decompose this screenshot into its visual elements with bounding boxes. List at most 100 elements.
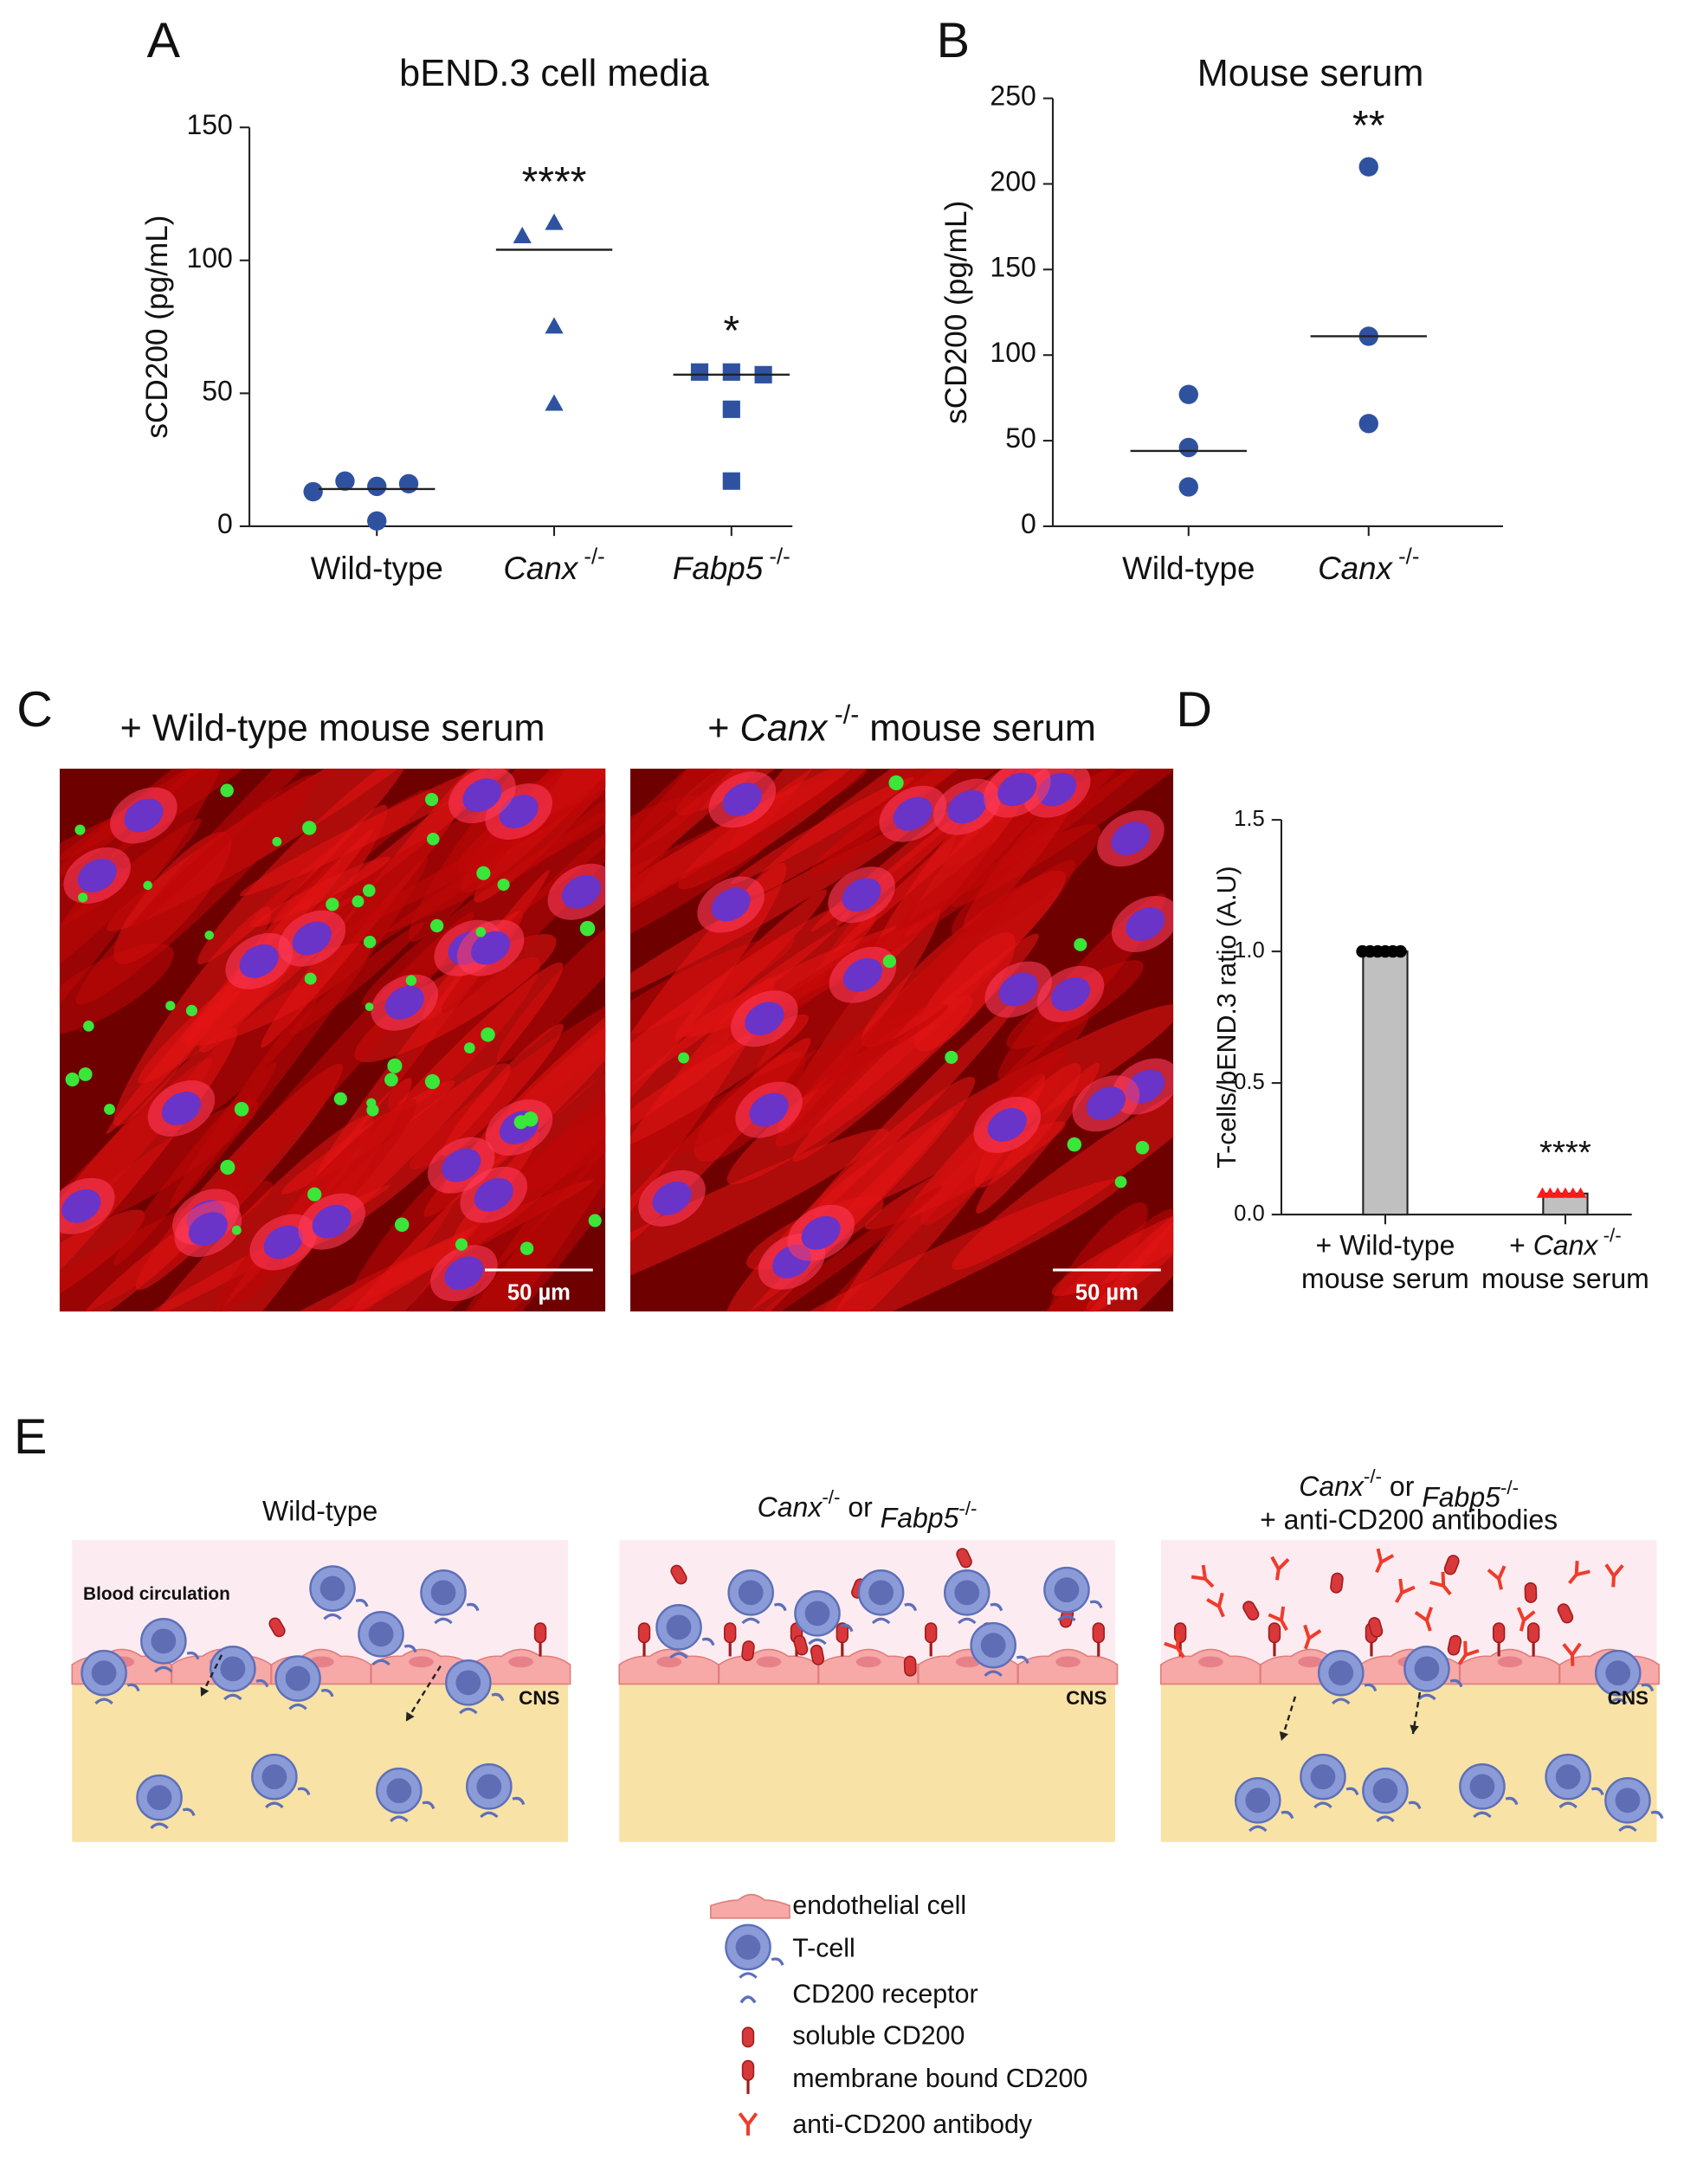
cell-fiber [952, 824, 1101, 938]
y-tick-label: 0.0 [1234, 1202, 1265, 1226]
nucleus [384, 985, 424, 1020]
arrow-head [405, 1711, 415, 1722]
anti-cd200-antibody [1303, 1624, 1322, 1650]
t-cell [1604, 1777, 1664, 1833]
tcell-dot [387, 1058, 403, 1073]
tcell-dot [272, 836, 282, 847]
cd200-receptor [94, 1683, 140, 1705]
membrane-cd200 [924, 1622, 938, 1657]
soluble-cd200 [1268, 1622, 1281, 1644]
data-point [513, 226, 532, 243]
nucleus [1086, 1086, 1126, 1121]
cd200-receptor [371, 1644, 417, 1666]
t-cell [210, 1646, 269, 1701]
y-axis-label: sCD200 (pg/mL) [140, 215, 174, 438]
significance: **** [1539, 1134, 1591, 1171]
chart-title: bEND.3 cell media [399, 53, 710, 94]
y-tick-label: 1.0 [1234, 938, 1265, 963]
y-tick-label: 250 [990, 81, 1036, 112]
nucleus [749, 1092, 789, 1127]
tcell-dot [78, 1067, 93, 1081]
cell-fiber [788, 886, 1017, 1136]
tcell-dot [363, 936, 377, 949]
nucleus [462, 778, 502, 813]
t-cell [1403, 1646, 1463, 1701]
micrograph [59, 768, 606, 1312]
data-point [545, 317, 564, 334]
t-cell-nucleus [319, 1575, 345, 1601]
cd200-receptor [150, 1807, 196, 1830]
endothelial-nucleus [1055, 1656, 1081, 1668]
cell-fiber [738, 1185, 943, 1312]
nucleus [947, 789, 987, 824]
t-cell [420, 1569, 480, 1625]
soluble-cd200 [1524, 1582, 1538, 1603]
t-cell-nucleus [285, 1665, 311, 1691]
nucleus [745, 1002, 784, 1036]
cell-fiber [630, 768, 778, 995]
anti-cd200-antibody [1190, 1564, 1215, 1588]
cell-fiber [824, 768, 1045, 864]
t-cell [857, 1569, 918, 1625]
t-cell [140, 1618, 200, 1673]
scale-bar-label: 50 µm [1075, 1280, 1139, 1305]
cell-fiber [630, 902, 855, 1124]
cd200-receptor [1057, 1600, 1103, 1622]
chart: Mouse serum sCD200 (pg/mL) 0 50 100 150 200 250… [939, 53, 1503, 586]
soluble-cd200 [741, 2059, 755, 2081]
scale-bar-label: 50 µm [507, 1280, 571, 1305]
tcell-dot [678, 1052, 690, 1064]
anti-cd200-antibody [1567, 1560, 1591, 1585]
micrograph-caption: + Wild-type mouse serum [120, 708, 545, 750]
anti-cd200-antibody [1270, 1556, 1290, 1581]
t-cell-nucleus [261, 1764, 287, 1790]
endothelial-nucleus [1197, 1656, 1223, 1668]
data-point [335, 471, 355, 491]
tcell-dot [185, 1004, 197, 1016]
cell-fiber [630, 768, 856, 963]
t-cell-nucleus [476, 1774, 502, 1800]
endothelial-nucleus [1497, 1656, 1523, 1668]
cd200-receptor [223, 1678, 269, 1701]
membrane-cd200 [724, 1622, 737, 1657]
tcell-dot [204, 931, 214, 940]
cd200-receptor [1249, 1810, 1294, 1833]
y-tick-label: 50 [1005, 423, 1036, 454]
data-point [545, 213, 564, 230]
y-tick-label: 0 [217, 508, 233, 539]
t-cell-nucleus [1245, 1788, 1271, 1814]
membrane-cd200 [1526, 1622, 1540, 1657]
bar [1362, 950, 1409, 1216]
anti-cd200-antibody [1457, 1640, 1480, 1665]
tcell-dot [307, 1187, 322, 1202]
micrograph [630, 768, 1174, 1312]
data-point [1559, 1187, 1571, 1198]
nucleus [442, 1148, 481, 1182]
t-cell-nucleus [1469, 1774, 1495, 1800]
anti-cd200-antibody [1487, 1565, 1507, 1590]
region-label: CNS [519, 1687, 559, 1709]
diagram-panel-title: Canx-/- or Fabp5-/-+ anti-CD200 antibodi… [1260, 1466, 1558, 1536]
cell-fiber [731, 776, 914, 885]
cell-fiber [630, 1014, 809, 1156]
cell-fiber [630, 862, 787, 1137]
t-cell [445, 1659, 505, 1715]
endothelial-nucleus [656, 1656, 682, 1668]
membrane-cd200 [1268, 1622, 1281, 1657]
cd200-receptor [434, 1602, 480, 1625]
anti-cd200-antibody [1604, 1563, 1624, 1588]
nucleus [188, 1212, 228, 1247]
soluble-cd200 [1557, 1603, 1574, 1624]
tcell-dot [588, 1214, 602, 1227]
diagram-panel: Wild-type Blood circulation CNS [71, 1496, 571, 1842]
endothelial-nucleus [508, 1656, 534, 1668]
soluble-cd200 [836, 1622, 849, 1644]
t-cell-nucleus [1310, 1764, 1336, 1790]
cell-fiber [119, 1115, 374, 1312]
cd200-receptor [1313, 1787, 1359, 1809]
legend-label: membrane bound CD200 [792, 2064, 1087, 2093]
soluble-cd200 [793, 1634, 809, 1656]
t-cell-nucleus [430, 1580, 456, 1606]
migration-arrow [199, 1654, 223, 1698]
tcell-dot [231, 1225, 242, 1235]
